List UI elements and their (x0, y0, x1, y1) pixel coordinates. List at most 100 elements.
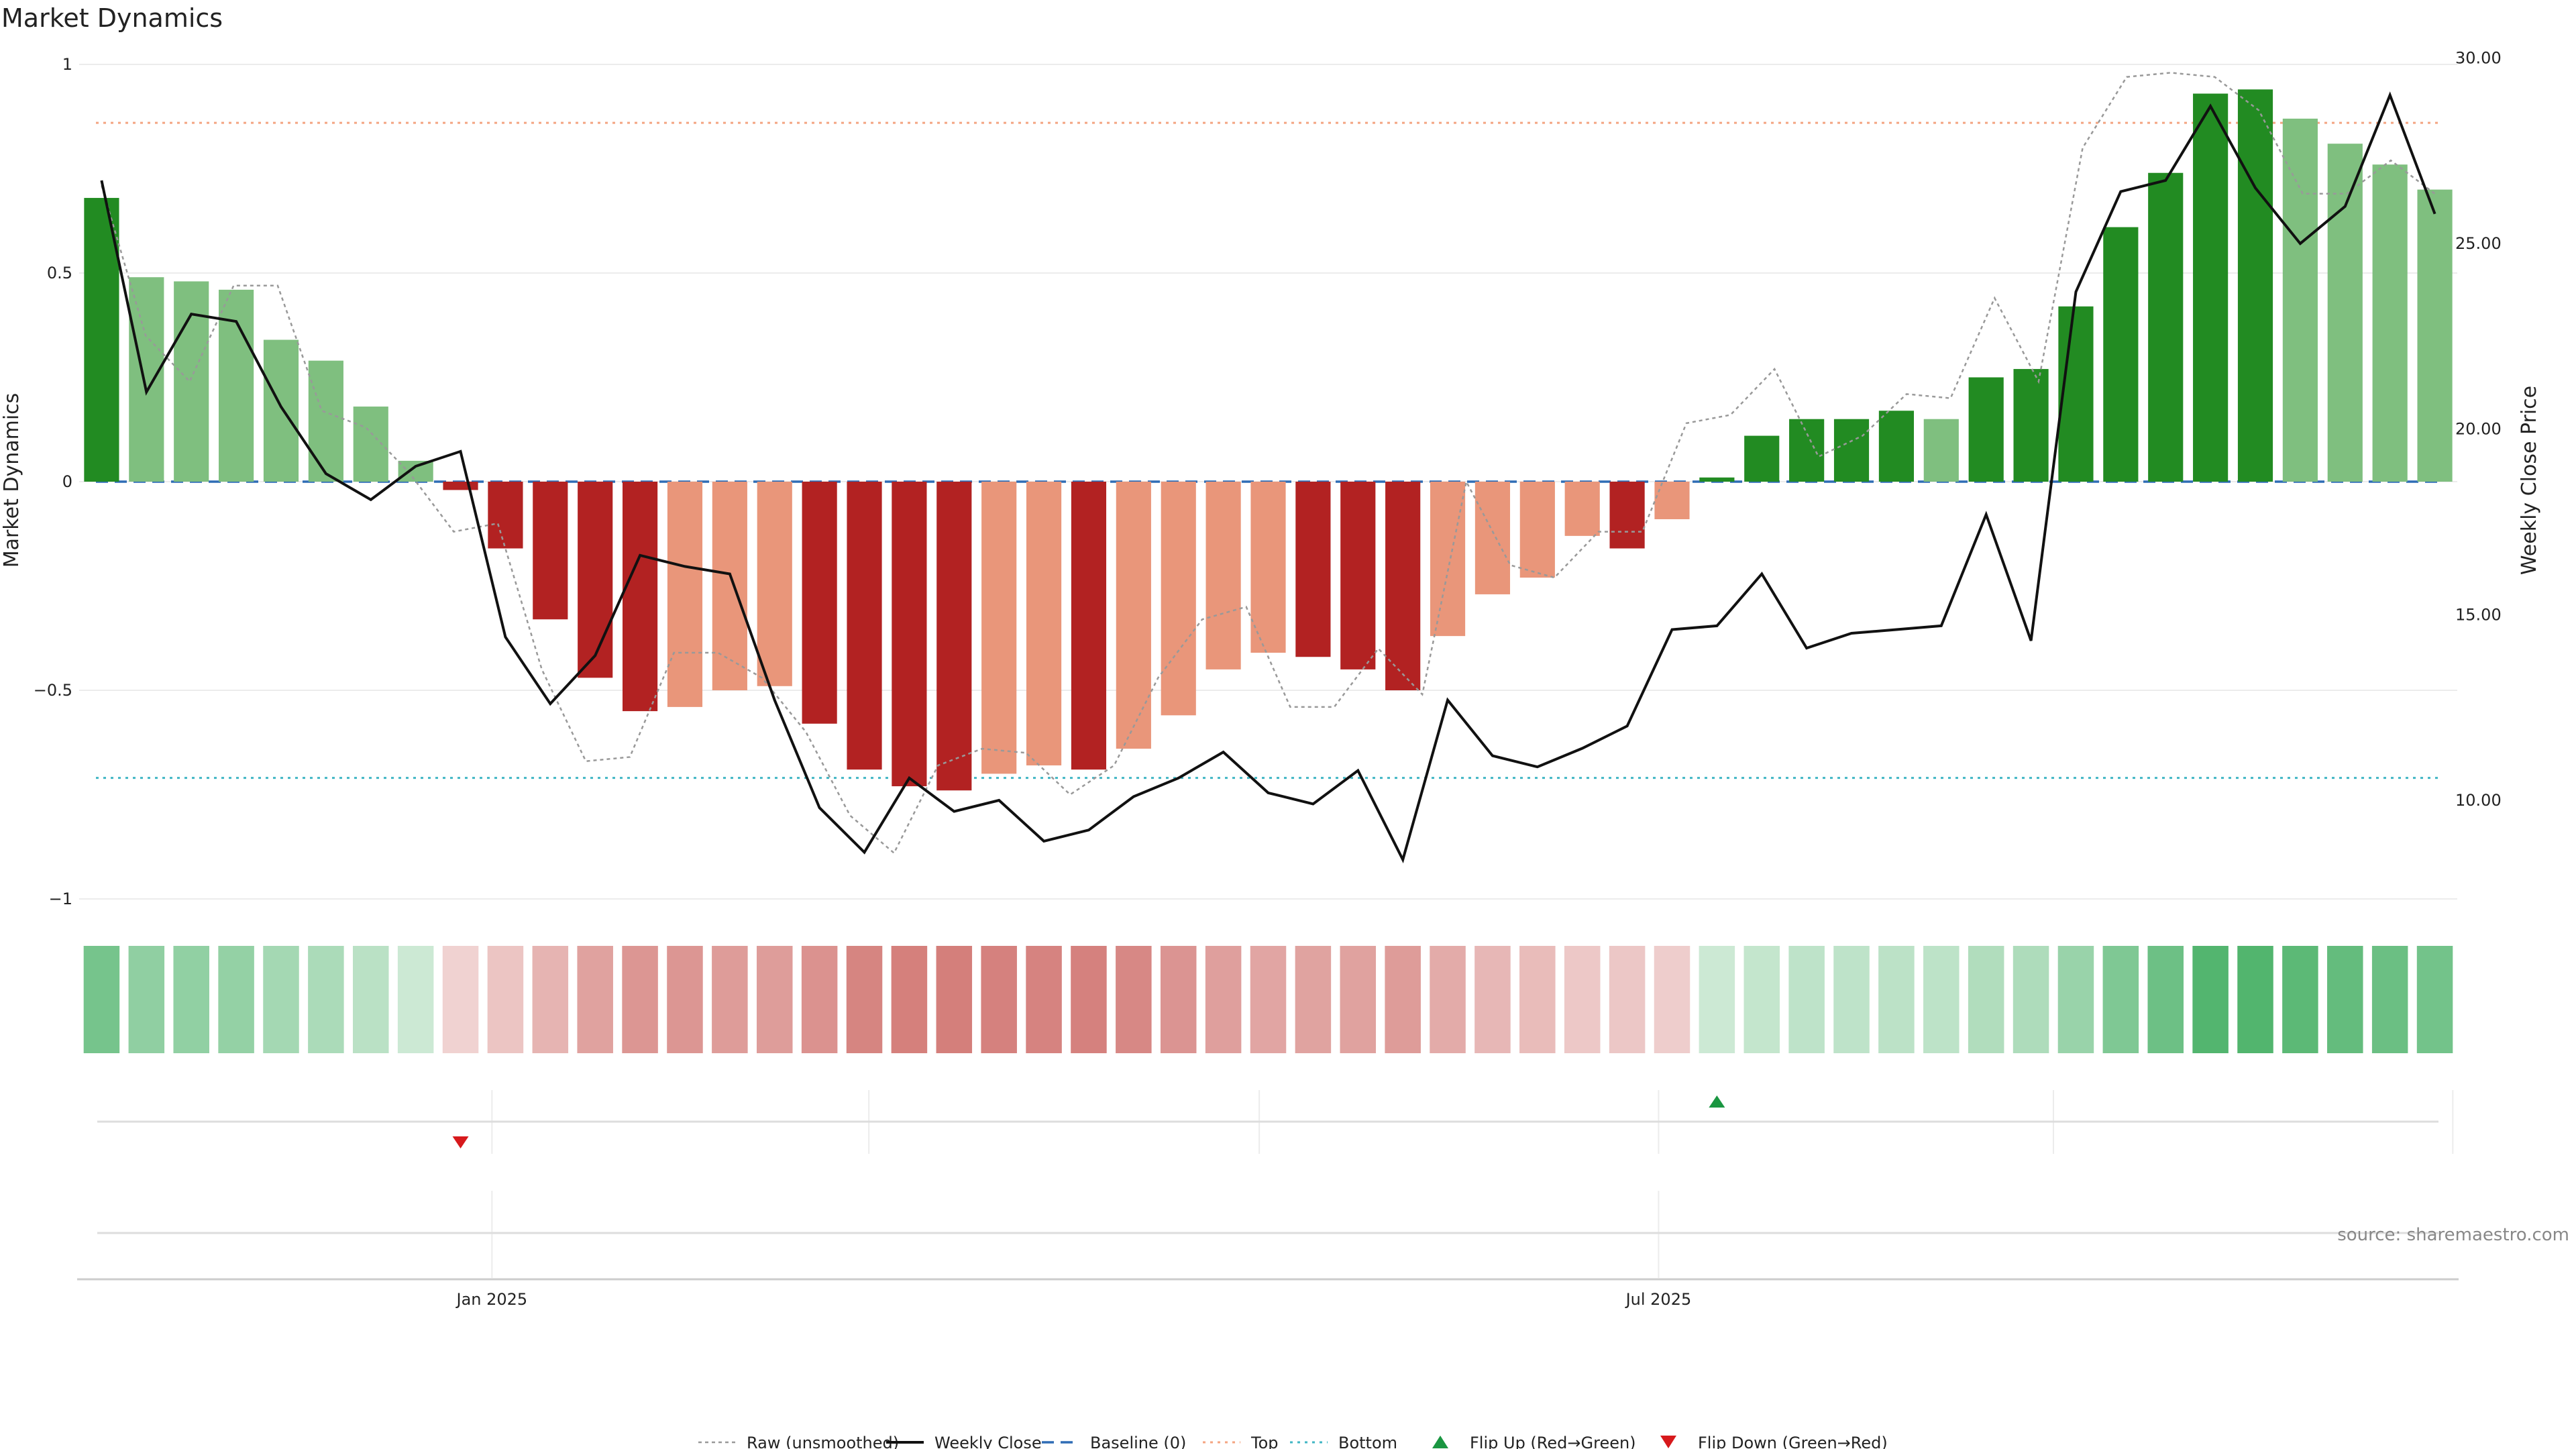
market-dynamics-bar (802, 482, 837, 724)
heat-strip-cell (1788, 946, 1825, 1053)
heat-strip-cell (2327, 946, 2363, 1053)
market-dynamics-bar (398, 460, 433, 482)
market-dynamics-bar (1519, 482, 1555, 578)
heat-strip-cell (667, 946, 703, 1053)
market-dynamics-bar (847, 482, 882, 770)
right-tick-label: 10.00 (2455, 791, 2502, 810)
heat-strip-cell (2237, 946, 2273, 1053)
heat-strip-cell (1699, 946, 1735, 1053)
heat-strip-cell (1833, 946, 1870, 1053)
heat-strip-cell (263, 946, 299, 1053)
market-dynamics-bar (1474, 482, 1511, 594)
heat-strip-cell (1923, 946, 1960, 1053)
heat-strip-cell (756, 946, 793, 1053)
legend-label: Top (1250, 1434, 1279, 1449)
heat-strip-cell (981, 946, 1017, 1053)
bars-layer (84, 89, 2453, 791)
legend-item: Weekly Close (886, 1434, 1042, 1449)
heat-strip-cell (801, 946, 838, 1053)
raw-unsmoothed-line (101, 72, 2436, 855)
left-tick-label: 0 (62, 472, 72, 491)
market-dynamics-bar (84, 198, 119, 482)
heat-strip-cell (1968, 946, 2004, 1053)
market-dynamics-bar (712, 482, 747, 690)
heat-strip-cell (128, 946, 165, 1053)
right-axis-label: Weekly Close Price (2518, 386, 2541, 575)
x-axis: Jan 2025 Jul 2025 (77, 1191, 2459, 1309)
heat-strip-cell (1564, 946, 1601, 1053)
heat-strip-cell (1519, 946, 1556, 1053)
legend: Raw (unsmoothed) Weekly Close Baseline (0)… (698, 1434, 1888, 1449)
heat-strip-cell (2057, 946, 2094, 1053)
heat-strip-cell (2102, 946, 2139, 1053)
market-dynamics-bar (488, 482, 523, 549)
market-dynamics-bar (1430, 482, 1466, 637)
heat-strip-cell (2416, 946, 2453, 1053)
heat-strip-cell (2282, 946, 2318, 1053)
market-dynamics-bar (757, 482, 792, 686)
heat-strip-cell (1743, 946, 1780, 1053)
left-tick-label: 0.5 (47, 264, 72, 282)
heat-strip-cell (1026, 946, 1062, 1053)
x-tick-label: Jan 2025 (455, 1290, 528, 1309)
heat-strip-cell (353, 946, 389, 1053)
heat-strip-cell (308, 946, 344, 1053)
heat-strip-cell (532, 946, 569, 1053)
market-dynamics-bar (129, 277, 164, 482)
market-dynamics-bar (1699, 477, 1735, 482)
heat-strip-cell (1340, 946, 1377, 1053)
heat-strip-cell (397, 946, 434, 1053)
market-dynamics-bar (892, 482, 927, 787)
market-dynamics-bar (1654, 482, 1690, 519)
chart-title: Market Dynamics (1, 3, 223, 33)
market-dynamics-bar (1878, 411, 1915, 482)
left-tick-label: −1 (49, 890, 72, 908)
heat-strip-cell (1116, 946, 1152, 1053)
legend-label: Weekly Close (934, 1434, 1042, 1449)
market-dynamics-bar (2013, 369, 2049, 482)
heat-strip (83, 946, 2453, 1053)
right-tick-label: 20.00 (2455, 420, 2502, 439)
right-axis-ticks: 30.00 25.00 20.00 15.00 10.00 (2455, 48, 2502, 810)
market-dynamics-bar (2417, 189, 2453, 482)
heat-strip-cell (622, 946, 658, 1053)
market-dynamics-bar (1026, 482, 1062, 765)
heat-strip-cell (1654, 946, 1690, 1053)
market-dynamics-bar (2327, 144, 2363, 482)
legend-item: Flip Down (Green→Red) (1660, 1434, 1888, 1449)
market-dynamics-bar (1923, 419, 1959, 482)
source-note: source: sharemaestro.com (2337, 1225, 2569, 1245)
market-dynamics-bar (263, 339, 299, 482)
market-dynamics-bar (1833, 419, 1870, 482)
heat-strip-cell (1474, 946, 1511, 1053)
heat-strip-cell (218, 946, 254, 1053)
legend-label: Flip Down (Green→Red) (1698, 1434, 1888, 1449)
market-dynamics-bar (1744, 435, 1780, 482)
heat-strip-cell (1295, 946, 1332, 1053)
left-tick-label: 1 (62, 55, 72, 74)
market-dynamics-bar (1385, 482, 1421, 690)
legend-item: Bottom (1290, 1434, 1397, 1449)
market-dynamics-bar (1609, 482, 1645, 549)
heat-strip-cell (712, 946, 748, 1053)
market-dynamics-bar (981, 482, 1017, 774)
heat-strip-cell (891, 946, 928, 1053)
heat-strip-cell (487, 946, 524, 1053)
heat-strip-cell (846, 946, 883, 1053)
market-dynamics-bar (308, 360, 343, 482)
heat-strip-cell (936, 946, 973, 1053)
legend-swatch-flip-down (1660, 1436, 1676, 1448)
heat-strip-cell (1430, 946, 1466, 1053)
market-dynamics-bar (2193, 93, 2229, 482)
heat-strip-cell (83, 946, 120, 1053)
flip-down-marker (452, 1136, 469, 1148)
heat-strip-cell (1878, 946, 1915, 1053)
right-tick-label: 25.00 (2455, 234, 2502, 253)
legend-item: Top (1203, 1434, 1279, 1449)
legend-swatch-flip-up (1432, 1436, 1448, 1448)
market-dynamics-bar (1789, 419, 1825, 482)
heat-strip-cell (1071, 946, 1107, 1053)
heat-strip-cell (173, 946, 209, 1053)
